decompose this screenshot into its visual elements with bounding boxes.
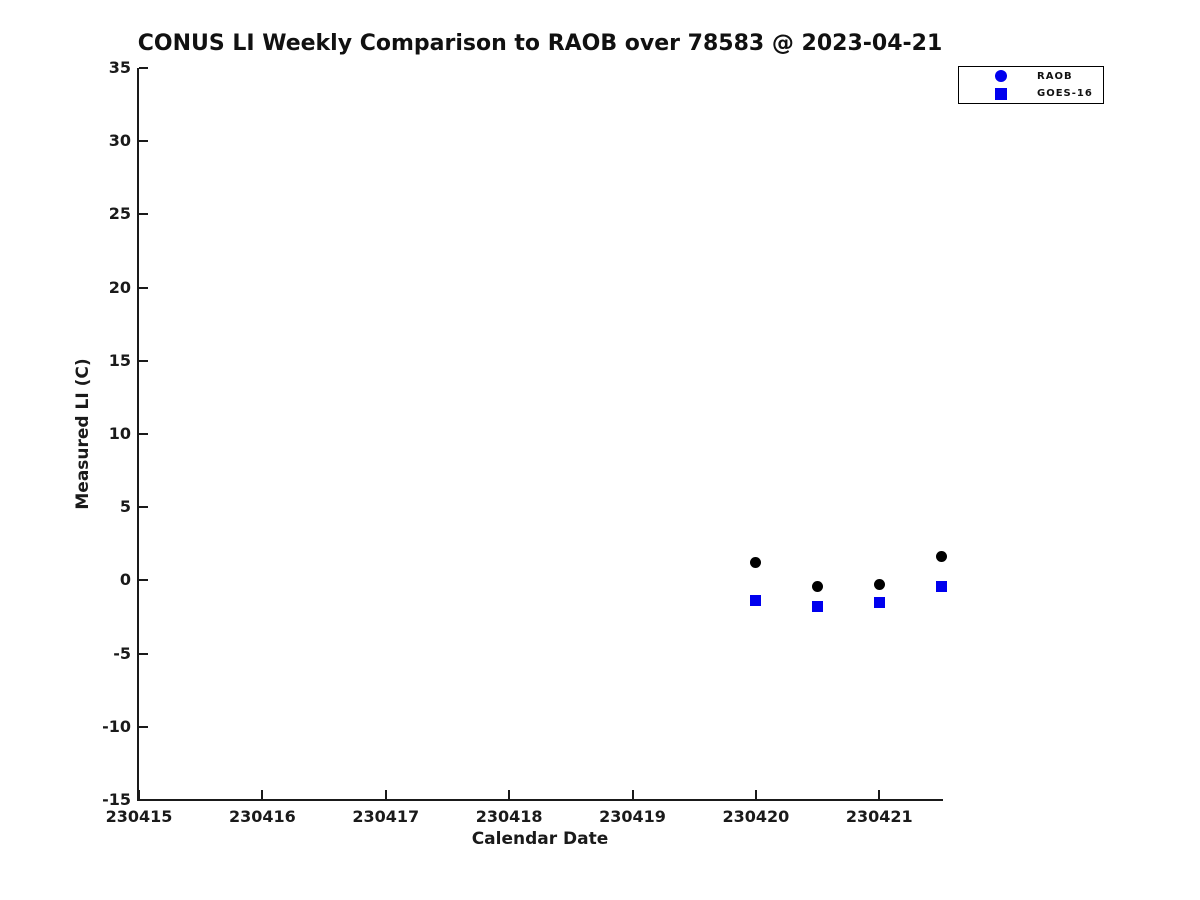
y-tick-mark <box>139 140 148 143</box>
x-tick-label: 230420 <box>722 807 790 826</box>
x-tick-mark <box>508 790 511 799</box>
data-point-raob <box>750 557 762 569</box>
x-tick-mark <box>878 790 881 799</box>
data-point-goes-16 <box>750 595 762 607</box>
legend-entry-raob: RAOB <box>959 68 1103 85</box>
data-point-raob <box>935 551 947 563</box>
x-tick-label: 230417 <box>352 807 420 826</box>
y-tick-mark <box>139 725 148 728</box>
x-tick-label: 230416 <box>228 807 296 826</box>
raob-circle-marker-icon <box>995 70 1007 83</box>
y-tick-mark <box>139 286 148 289</box>
legend-label-raob: RAOB <box>1037 70 1073 82</box>
y-tick-mark <box>139 799 148 801</box>
data-point-goes-16 <box>935 580 947 592</box>
y-tick-label: -5 <box>113 643 131 663</box>
y-tick-label: 25 <box>108 204 131 224</box>
y-tick-mark <box>139 652 148 655</box>
x-tick-mark <box>138 790 140 799</box>
x-axis-label: Calendar Date <box>471 829 609 849</box>
y-tick-mark <box>139 67 148 69</box>
legend-entry-goes16: GOES-16 <box>959 85 1103 102</box>
x-tick-label: 230418 <box>475 807 543 826</box>
y-tick-label: 5 <box>119 497 131 517</box>
data-point-raob <box>812 580 824 592</box>
y-axis-line <box>137 68 139 801</box>
y-tick-label: 30 <box>108 131 131 151</box>
x-axis-line <box>137 799 943 801</box>
x-tick-mark <box>384 790 387 799</box>
y-tick-mark <box>139 213 148 216</box>
y-tick-label: 0 <box>119 570 131 590</box>
y-tick-mark <box>139 433 148 435</box>
goes16-square-marker-icon <box>995 87 1007 100</box>
y-tick-label: -10 <box>102 716 131 736</box>
y-tick-mark <box>139 506 148 509</box>
x-tick-label: 230415 <box>105 807 173 826</box>
legend: RAOB GOES-16 <box>958 66 1104 104</box>
data-point-raob <box>873 579 885 591</box>
data-point-goes-16 <box>873 596 885 608</box>
x-tick-label: 230421 <box>845 807 913 826</box>
x-tick-label: 230419 <box>599 807 666 826</box>
y-axis-label: Measured LI (C) <box>73 358 93 510</box>
y-tick-mark <box>139 359 148 362</box>
x-tick-mark <box>261 790 264 799</box>
x-tick-mark <box>631 790 634 799</box>
y-tick-mark <box>139 579 148 582</box>
chart-title: CONUS LI Weekly Comparison to RAOB over … <box>137 31 943 56</box>
y-tick-label: 35 <box>108 58 131 77</box>
y-tick-label: 10 <box>108 424 131 443</box>
legend-label-goes16: GOES-16 <box>1037 88 1093 100</box>
data-point-goes-16 <box>812 601 824 613</box>
x-tick-mark <box>754 790 757 799</box>
y-tick-label: 20 <box>108 277 131 297</box>
y-tick-label: -15 <box>102 790 131 809</box>
y-tick-label: 15 <box>108 350 131 370</box>
